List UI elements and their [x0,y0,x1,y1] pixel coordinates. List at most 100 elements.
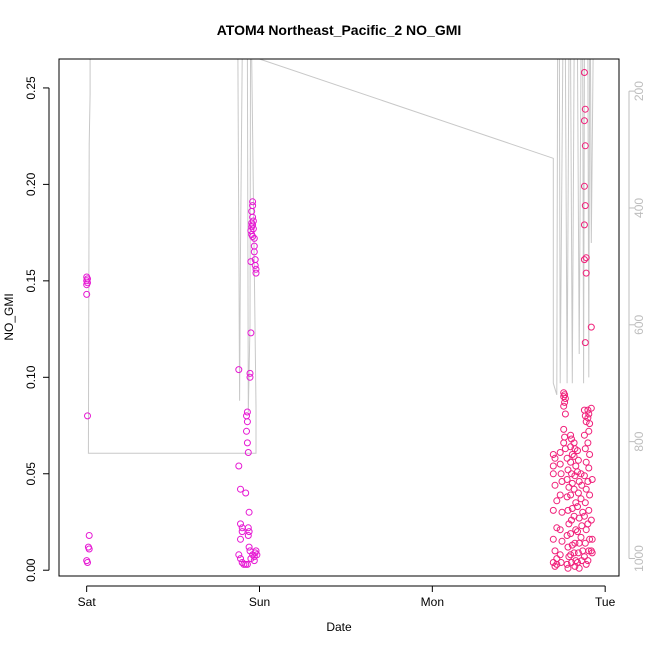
data-point [577,495,585,503]
data-point [575,539,583,547]
x-axis: Sat Sun Mon Tue [78,585,616,609]
data-point [244,524,252,532]
data-point [556,551,564,559]
data-point [551,481,559,489]
data-point [567,443,575,451]
data-point [580,553,588,561]
data-point [581,499,589,507]
data-point [584,478,592,485]
data-point [561,398,569,406]
chart-title: ATOM4 Northeast_Pacific_2 NO_GMI [217,22,462,38]
data-point [581,105,589,113]
data-point [574,447,581,455]
data-point [584,439,592,447]
data-point [252,269,260,277]
data-point [556,491,564,499]
data-point [570,485,578,493]
data-point [558,508,566,516]
data-point [586,535,594,543]
data-point [563,454,571,462]
data-point [587,404,595,412]
data-point [580,472,588,480]
data-point [551,547,559,555]
data-point [572,526,580,534]
data-point [553,497,561,505]
data-point [586,451,594,458]
pressure-line-layer [87,58,595,454]
data-point [249,233,257,240]
data-point [585,427,593,435]
data-point [565,553,573,561]
data-point [238,528,246,536]
data-point [244,449,252,456]
data-point [553,560,561,568]
data-point [243,560,251,568]
data-point [585,547,593,555]
data-point [83,290,91,298]
y-axis-label: NO_GMI [2,293,16,340]
data-point [568,479,576,487]
data-point [581,142,589,150]
data-point [581,539,589,547]
data-point [563,532,571,539]
data-point [567,431,575,439]
data-point [249,198,257,206]
plot-area [83,58,596,572]
data-point [237,520,244,528]
data-point [243,427,250,435]
data-point [556,460,564,468]
data-point [245,508,253,516]
data-point [567,551,575,559]
data-point [243,408,251,416]
data-point [564,506,572,514]
data-point [249,217,257,225]
data-point [577,533,585,541]
data-point [549,506,557,514]
data-point [549,470,557,478]
data-point [85,532,93,539]
data-point [549,451,557,458]
data-point [563,493,571,501]
data-point [252,265,260,273]
data-point [246,373,254,381]
data-point [243,412,250,420]
data-point [557,470,565,478]
data-point [251,261,259,269]
y2-tick-label: 600 [632,314,646,334]
data-point [582,269,590,277]
data-point [582,254,590,262]
data-point [551,454,559,462]
data-point [237,535,244,543]
data-point [588,549,596,557]
data-point [235,462,243,470]
data-point [564,564,572,572]
data-point [237,485,244,493]
x-tick-label: Mon [421,595,444,609]
data-point [561,395,569,402]
data-point [570,452,578,460]
data-point [574,549,582,557]
data-point [582,485,590,493]
data-point [567,491,575,499]
data-point [560,425,568,433]
data-point [560,439,568,447]
data-point [245,528,253,536]
data-point [582,418,590,426]
data-point [580,117,588,125]
data-point [83,281,91,289]
data-point [577,470,585,478]
x-tick-label: Tue [595,595,616,609]
data-point [574,489,582,497]
data-point [245,543,253,551]
data-point [243,439,251,447]
data-point [235,366,243,374]
data-point [250,248,258,256]
data-point [556,526,564,534]
data-point [560,402,568,410]
y-tick-label: 0.15 [24,269,38,293]
y-tick-label: 0.00 [24,558,38,582]
data-point [574,468,581,476]
data-point [580,512,588,520]
data-point [567,530,575,538]
